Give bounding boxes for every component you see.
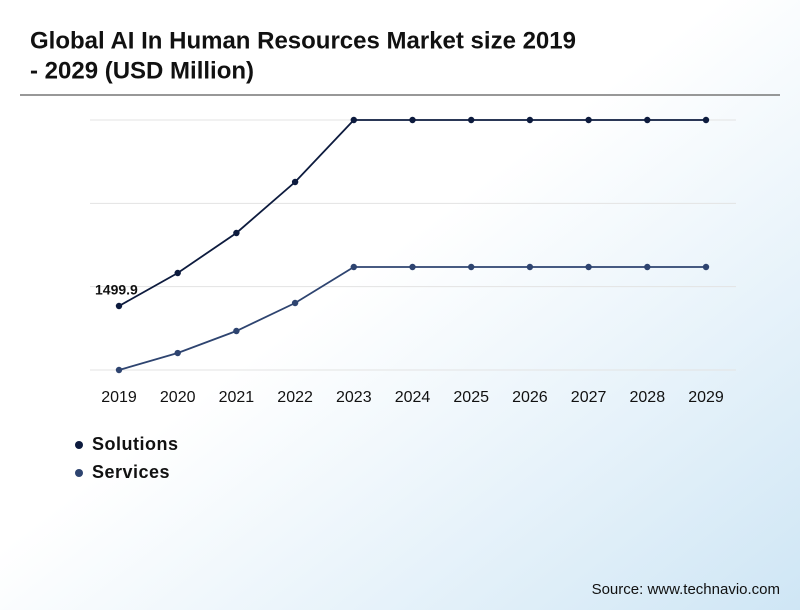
legend-label: Solutions — [92, 434, 179, 454]
data-point — [350, 263, 357, 271]
data-point — [585, 116, 592, 124]
x-tick-label: 2028 — [630, 389, 666, 406]
x-tick-label: 2026 — [512, 389, 548, 406]
data-point — [585, 263, 592, 271]
data-point — [409, 116, 416, 124]
data-point — [174, 349, 181, 357]
data-point — [115, 302, 123, 310]
data-point — [409, 263, 416, 271]
legend-marker — [75, 441, 83, 449]
data-point — [644, 263, 651, 271]
source: Source: www.technavio.com — [592, 581, 780, 598]
data-point — [233, 229, 240, 237]
data-point — [526, 116, 534, 124]
data-point — [526, 263, 534, 271]
x-tick-label: 2019 — [101, 389, 137, 406]
x-tick-label: 2022 — [277, 389, 313, 406]
x-tick-label: 2027 — [571, 389, 607, 406]
x-tick-label: 2023 — [336, 389, 372, 406]
data-point — [174, 269, 181, 277]
legend-marker — [75, 469, 83, 477]
data-label: 1499.9 — [95, 282, 138, 298]
data-point — [233, 327, 240, 335]
data-point — [644, 116, 651, 124]
x-tick-label: 2021 — [219, 389, 255, 406]
chart-title: Global AI In Human Resources Market size… — [30, 27, 576, 54]
x-tick-label: 2029 — [688, 389, 724, 406]
x-tick-label: 2020 — [160, 389, 196, 406]
data-point — [291, 178, 299, 186]
x-tick-label: 2025 — [453, 389, 489, 406]
data-point — [291, 299, 299, 307]
data-point — [468, 263, 475, 271]
data-point — [702, 263, 710, 271]
data-point — [468, 116, 475, 124]
x-tick-label: 2024 — [395, 389, 431, 406]
data-point — [115, 366, 123, 374]
data-point — [350, 116, 357, 124]
data-point — [702, 116, 710, 124]
legend-label: Services — [92, 462, 170, 482]
chart-title: - 2029 (USD Million) — [30, 57, 254, 84]
